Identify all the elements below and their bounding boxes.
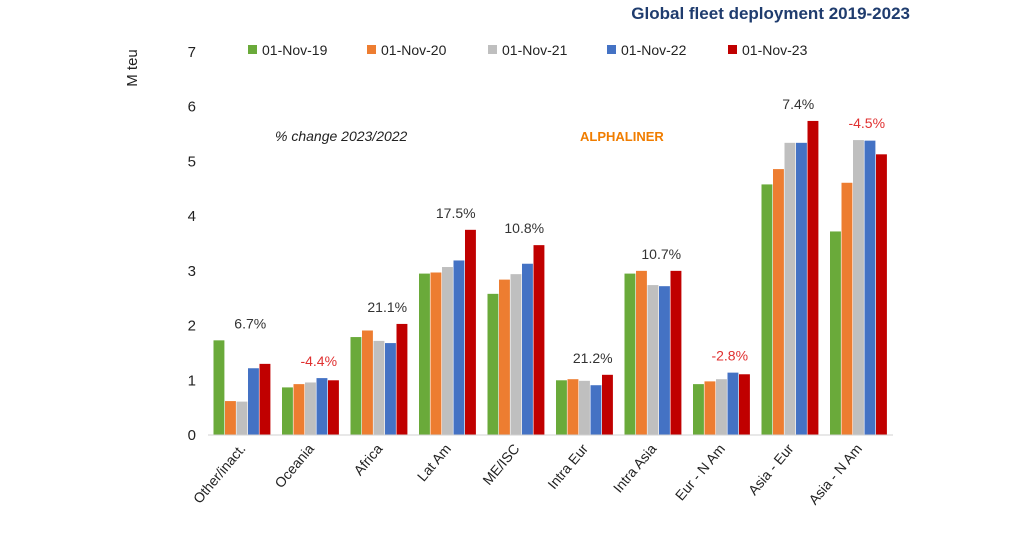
bar: [419, 273, 430, 435]
percent-change-label: -4.5%: [848, 115, 885, 131]
legend: 01-Nov-19 01-Nov-20 01-Nov-21 01-Nov-22 01-N…: [248, 42, 808, 58]
percent-change-label: 17.5%: [436, 205, 476, 221]
legend-label: 01-Nov-20: [381, 42, 447, 58]
bar: [670, 270, 682, 435]
x-category-label: Other/inact.: [190, 441, 249, 507]
y-tick-label: 4: [188, 208, 196, 225]
x-category-label: Eur - N Am: [672, 441, 728, 504]
x-category-label: Lat Am: [414, 441, 454, 485]
bar: [225, 401, 236, 435]
y-tick-label: 5: [188, 153, 196, 170]
bar: [499, 279, 510, 435]
legend-label: 01-Nov-21: [502, 42, 568, 58]
bar: [430, 272, 442, 435]
bar: [716, 379, 727, 435]
bar: [602, 374, 613, 435]
x-category-label: Africa: [350, 440, 385, 478]
bar: [316, 378, 328, 435]
bar: [590, 385, 602, 435]
bar: [876, 154, 887, 435]
alphaliner-brand: ALPHALINER: [580, 129, 664, 144]
legend-swatch: [248, 45, 257, 54]
percent-change-label: -2.8%: [711, 348, 748, 364]
x-category-label: Intra Eur: [544, 440, 591, 492]
bars-group: [213, 120, 887, 435]
percent-change-label: 7.4%: [782, 96, 814, 112]
legend-swatch: [367, 45, 376, 54]
bar: [453, 260, 465, 435]
percent-change-label: 10.8%: [504, 220, 544, 236]
bar: [350, 337, 362, 435]
bar: [773, 169, 784, 435]
bar: [487, 293, 499, 435]
x-category-label: Intra Asia: [610, 440, 660, 495]
bar: [841, 182, 853, 435]
legend-label: 01-Nov-23: [742, 42, 808, 58]
bar: [385, 343, 396, 435]
y-tick-label: 7: [188, 44, 196, 61]
legend-swatch: [607, 45, 616, 54]
legend-label: 01-Nov-19: [262, 42, 328, 58]
x-category-label: Oceania: [271, 440, 317, 490]
bar: [693, 384, 704, 435]
bar: [293, 384, 305, 435]
bar: [362, 330, 373, 435]
bar: [830, 231, 841, 435]
bar: [282, 387, 293, 435]
legend-swatch: [488, 45, 497, 54]
bar: [236, 401, 248, 435]
percent-change-label: 21.1%: [367, 299, 407, 315]
bar: [761, 184, 773, 435]
bar: [305, 382, 316, 435]
bar: [704, 381, 716, 435]
bar: [853, 140, 864, 435]
bar: [373, 340, 385, 435]
bar: [579, 380, 590, 435]
x-category-label: Asia - Eur: [745, 440, 797, 498]
x-category-label: ME/ISC: [479, 441, 522, 488]
bar: [864, 140, 876, 435]
bar: [567, 379, 579, 435]
y-tick-label: 0: [188, 427, 196, 444]
x-axis-categories: Other/inact. Oceania Africa Lat Am ME/ISC Int…: [190, 440, 865, 507]
bar: [739, 374, 750, 435]
bar: [556, 380, 567, 435]
bar: [796, 142, 807, 435]
change-note: % change 2023/2022: [275, 128, 408, 144]
bar: [636, 270, 647, 435]
y-tick-label: 3: [188, 263, 196, 280]
chart-title: Global fleet deployment 2019-2023: [631, 4, 910, 23]
bar: [624, 273, 636, 435]
y-axis: 0 1 2 3 4 5 6 7: [188, 44, 196, 444]
bar: [647, 285, 659, 435]
x-category-label: Asia - N Am: [805, 441, 865, 508]
bar: [533, 245, 545, 435]
y-axis-label: M teu: [124, 49, 141, 87]
percent-change-label: 6.7%: [234, 315, 266, 331]
bar: [248, 368, 259, 435]
bar: [396, 323, 408, 435]
annotations-group: 6.7% -4.4% 21.1% 17.5% 10.8% 21.2% 10.7% -2.8% 7…: [234, 96, 885, 369]
y-tick-label: 2: [188, 318, 196, 335]
bar: [510, 274, 522, 435]
bar: [442, 267, 453, 435]
bar: [784, 142, 796, 435]
bar: [522, 263, 533, 435]
percent-change-label: 10.7%: [641, 246, 681, 262]
bar: [727, 372, 739, 435]
bar: [259, 363, 271, 435]
y-tick-label: 6: [188, 99, 196, 116]
bar: [465, 229, 476, 435]
y-tick-label: 1: [188, 372, 196, 389]
bar: [807, 120, 819, 435]
bar: [328, 380, 339, 435]
legend-swatch: [728, 45, 737, 54]
legend-label: 01-Nov-22: [621, 42, 687, 58]
percent-change-label: 21.2%: [573, 350, 613, 366]
percent-change-label: -4.4%: [300, 353, 337, 369]
bar: [213, 340, 225, 435]
bar: [659, 286, 670, 435]
